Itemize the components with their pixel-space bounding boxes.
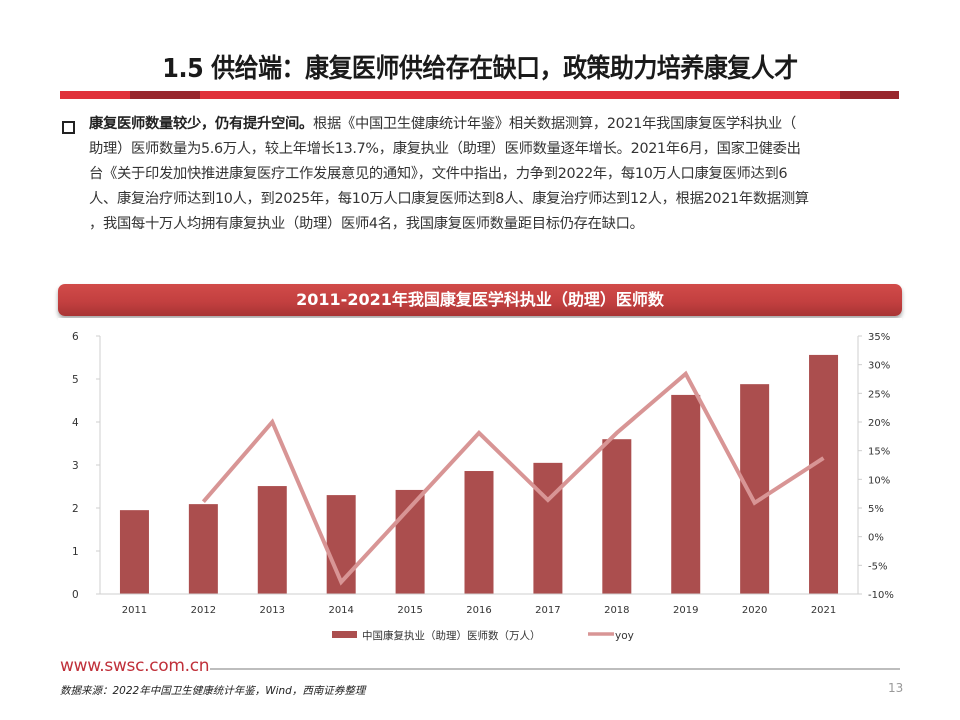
right-axis-tick-label: 35% — [868, 332, 890, 343]
x-axis-tick-label: 2021 — [811, 605, 836, 616]
bar — [533, 462, 563, 594]
hollow-square-bullet-icon — [62, 121, 75, 134]
left-axis-tick-label: 4 — [72, 417, 79, 429]
x-axis-tick-label: 2013 — [260, 605, 285, 616]
right-axis-tick-label: 10% — [868, 475, 890, 486]
left-axis-tick-label: 6 — [72, 331, 79, 343]
divider-accent-right — [840, 91, 899, 99]
title-divider — [60, 91, 899, 99]
left-y-axis: 0 1 2 3 4 5 6 — [72, 331, 101, 601]
right-axis-tick-label: -5% — [868, 561, 887, 572]
bar — [809, 354, 839, 594]
yoy-line-series — [201, 370, 825, 586]
right-axis-tick-label: 30% — [868, 361, 890, 372]
right-axis-tick-label: 0% — [868, 533, 884, 544]
bar — [464, 471, 494, 594]
bar — [740, 384, 770, 594]
right-axis-tick-label: 5% — [868, 504, 884, 515]
left-axis-tick-label: 2 — [72, 503, 79, 515]
footer-url-link[interactable]: www.swsc.com.cn — [60, 656, 210, 676]
x-axis-tick-label: 2015 — [397, 605, 422, 616]
bar — [257, 486, 287, 594]
right-axis-tick-label: 20% — [868, 418, 890, 429]
x-axis-tick-label: 2019 — [673, 605, 698, 616]
bar — [602, 439, 632, 594]
body-line-3: 台《关于印发加快推进康复医疗工作发展意见的通知》，文件中指出，力争到2022年，… — [89, 166, 788, 182]
combo-chart: 0 1 2 3 4 5 6 -10% -5% 0% 5% 10% 15% 20% 25% 30% 35% 20… — [72, 331, 894, 642]
legend-bar-label: 中国康复执业（助理）医师数（万人） — [362, 629, 541, 642]
page-number: 13 — [888, 681, 904, 695]
x-axis-tick-label: 2017 — [535, 605, 560, 616]
body-line-2: 助理）医师数量为5.6万人，较上年增长13.7%，康复执业（助理）医师数量逐年增… — [89, 141, 801, 157]
bar — [119, 510, 149, 594]
x-axis-tick-label: 2018 — [604, 605, 629, 616]
body-paragraph: 康复医师数量较少，仍有提升空间。根据《中国卫生健康统计年鉴》相关数据测算，202… — [89, 112, 907, 237]
bar-series — [119, 354, 839, 594]
yoy-line — [201, 370, 825, 586]
x-axis-tick-label: 2011 — [122, 605, 147, 616]
data-source-note: 数据来源：2022年中国卫生健康统计年鉴，Wind，西南证券整理 — [60, 685, 366, 697]
x-axis-tick-label: 2020 — [742, 605, 767, 616]
right-axis-tick-label: 25% — [868, 389, 890, 400]
body-line-4: 人、康复治疗师达到10人，到2025年，每10万人口康复医师达到8人、康复治疗师… — [89, 191, 809, 207]
chart-panel: 0 1 2 3 4 5 6 -10% -5% 0% 5% 10% 15% 20% 25% 30% 35% 20… — [58, 318, 902, 648]
page-title: 1.5 供给端：康复医师供给存在缺口，政策助力培养康复人才 — [162, 54, 798, 84]
right-axis-tick-label: 15% — [868, 447, 890, 458]
body-line-1: 康复医师数量较少，仍有提升空间。根据《中国卫生健康统计年鉴》相关数据测算，202… — [89, 116, 797, 132]
x-axis-tick-label: 2016 — [466, 605, 491, 616]
left-axis-tick-label: 0 — [72, 589, 79, 601]
footer-divider — [210, 668, 900, 670]
left-axis-tick-label: 1 — [72, 546, 79, 558]
x-axis: 2011 2012 2013 2014 2015 2016 2017 2018 2019 2020… — [100, 593, 858, 616]
x-axis-tick-label: 2014 — [328, 605, 353, 616]
legend-bar-swatch — [332, 631, 357, 638]
left-axis-tick-label: 5 — [72, 374, 79, 386]
bar — [671, 394, 701, 594]
body-line-5: ，我国每十万人均拥有康复执业（助理）医师4名，我国康复医师数量距目标仍存在缺口。 — [89, 216, 644, 232]
left-axis-tick-label: 3 — [72, 460, 79, 472]
divider-accent-left — [130, 91, 200, 99]
chart-legend: 中国康复执业（助理）医师数（万人） yoy — [332, 629, 634, 642]
chart-title-banner: 2011-2021年我国康复医学科执业（助理）医师数 — [58, 284, 902, 316]
x-axis-tick-label: 2012 — [191, 605, 216, 616]
right-y-axis: -10% -5% 0% 5% 10% 15% 20% 25% 30% 35% — [857, 332, 894, 601]
right-axis-tick-label: -10% — [868, 590, 894, 601]
legend-line-label: yoy — [615, 630, 634, 642]
bar — [188, 504, 218, 594]
body-lead-bold: 康复医师数量较少，仍有提升空间。 — [89, 116, 313, 132]
